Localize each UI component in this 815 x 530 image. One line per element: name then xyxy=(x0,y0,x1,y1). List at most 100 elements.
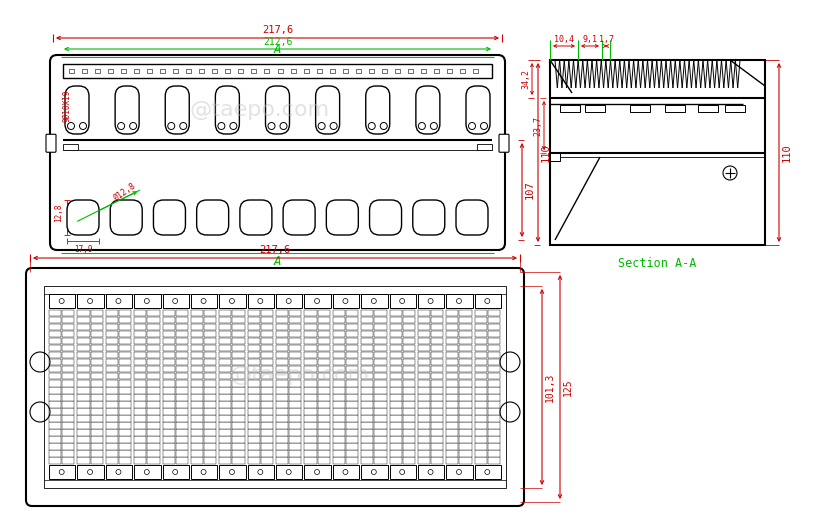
Bar xyxy=(403,457,415,464)
Bar xyxy=(403,422,415,429)
Bar xyxy=(106,310,118,316)
Bar xyxy=(162,316,174,323)
Bar xyxy=(204,316,216,323)
Bar xyxy=(232,436,244,443)
Bar xyxy=(119,344,131,351)
Bar xyxy=(447,331,458,337)
Bar xyxy=(289,316,302,323)
Bar xyxy=(431,422,443,429)
Bar xyxy=(62,444,74,450)
Bar xyxy=(191,422,203,429)
Bar xyxy=(77,422,90,429)
Bar xyxy=(346,366,358,373)
Bar xyxy=(219,352,231,358)
Bar xyxy=(355,69,361,73)
Bar xyxy=(248,401,260,408)
Bar xyxy=(191,429,203,436)
Bar xyxy=(403,387,415,394)
Bar xyxy=(318,366,330,373)
Bar xyxy=(148,401,160,408)
Bar xyxy=(346,394,358,401)
Bar xyxy=(148,415,160,422)
Bar xyxy=(374,444,386,450)
Bar xyxy=(232,331,244,337)
Bar xyxy=(248,310,260,316)
Bar xyxy=(374,338,386,344)
Bar xyxy=(261,422,273,429)
Bar xyxy=(318,380,330,386)
Bar xyxy=(290,69,296,73)
Bar xyxy=(304,359,316,365)
Bar xyxy=(346,373,358,379)
Bar xyxy=(346,408,358,414)
Bar xyxy=(191,408,203,414)
Bar xyxy=(447,324,458,330)
Bar xyxy=(276,394,289,401)
Bar xyxy=(148,366,160,373)
Bar xyxy=(162,380,174,386)
Bar xyxy=(289,359,302,365)
Bar xyxy=(90,373,103,379)
Bar xyxy=(119,422,131,429)
Bar xyxy=(232,450,244,457)
FancyBboxPatch shape xyxy=(326,200,359,235)
Bar xyxy=(191,436,203,443)
Bar xyxy=(374,352,386,358)
Bar xyxy=(232,387,244,394)
Bar xyxy=(148,387,160,394)
Bar xyxy=(162,331,174,337)
Bar xyxy=(49,465,75,479)
FancyBboxPatch shape xyxy=(215,86,240,134)
Bar xyxy=(418,338,430,344)
Bar xyxy=(333,373,345,379)
Bar xyxy=(390,387,402,394)
Bar xyxy=(474,450,487,457)
Bar xyxy=(261,380,273,386)
Bar xyxy=(148,344,160,351)
Bar xyxy=(90,387,103,394)
Bar xyxy=(90,457,103,464)
Bar xyxy=(318,338,330,344)
Bar xyxy=(191,373,203,379)
Bar xyxy=(176,316,188,323)
Bar xyxy=(261,359,273,365)
Bar xyxy=(90,394,103,401)
Bar xyxy=(361,401,373,408)
Bar xyxy=(134,401,147,408)
Bar xyxy=(276,366,289,373)
Bar xyxy=(390,324,402,330)
Bar xyxy=(248,408,260,414)
Bar xyxy=(329,69,335,73)
Bar xyxy=(62,450,74,457)
Bar xyxy=(333,401,345,408)
Bar xyxy=(119,352,131,358)
Bar xyxy=(204,359,216,365)
Bar xyxy=(248,324,260,330)
Bar xyxy=(333,344,345,351)
Bar xyxy=(49,359,61,365)
Bar xyxy=(49,344,61,351)
Bar xyxy=(261,450,273,457)
FancyBboxPatch shape xyxy=(46,134,56,152)
Bar xyxy=(148,457,160,464)
Bar xyxy=(488,450,500,457)
Bar xyxy=(390,401,402,408)
Bar xyxy=(134,331,147,337)
Bar xyxy=(304,394,316,401)
Bar xyxy=(318,324,330,330)
Bar xyxy=(374,310,386,316)
Bar xyxy=(403,380,415,386)
Bar xyxy=(148,408,160,414)
Bar xyxy=(90,422,103,429)
Bar xyxy=(148,436,160,443)
Bar xyxy=(106,422,118,429)
Bar xyxy=(276,415,289,422)
Bar xyxy=(488,366,500,373)
Bar xyxy=(447,373,458,379)
Bar xyxy=(431,324,443,330)
Bar xyxy=(447,294,473,308)
Bar xyxy=(191,331,203,337)
Bar xyxy=(261,457,273,464)
Bar xyxy=(248,436,260,443)
Bar xyxy=(204,394,216,401)
